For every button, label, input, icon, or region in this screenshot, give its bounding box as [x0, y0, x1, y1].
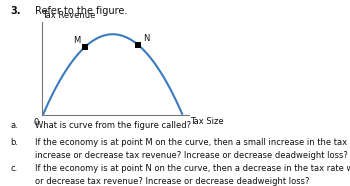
Text: 3.: 3.	[10, 6, 21, 16]
Text: What is curve from the figure called?: What is curve from the figure called?	[35, 121, 191, 130]
Text: b.: b.	[10, 138, 19, 147]
Text: Tax Size: Tax Size	[190, 117, 224, 126]
Text: Refer to the figure.: Refer to the figure.	[35, 6, 127, 16]
Text: M: M	[73, 36, 80, 45]
Text: a.: a.	[10, 121, 18, 130]
Text: N: N	[143, 33, 149, 43]
Text: 0: 0	[34, 118, 39, 127]
Text: or decrease tax revenue? Increase or decrease deadweight loss?: or decrease tax revenue? Increase or dec…	[35, 177, 309, 186]
Text: c.: c.	[10, 164, 18, 173]
Text: If the economy is at point M on the curve, then a small increase in the tax rate: If the economy is at point M on the curv…	[35, 138, 350, 147]
Text: Tax Revenue: Tax Revenue	[42, 11, 95, 20]
Text: If the economy is at point N on the curve, then a decrease in the tax rate will : If the economy is at point N on the curv…	[35, 164, 350, 173]
Text: increase or decrease tax revenue? Increase or decrease deadweight loss?: increase or decrease tax revenue? Increa…	[35, 151, 348, 160]
